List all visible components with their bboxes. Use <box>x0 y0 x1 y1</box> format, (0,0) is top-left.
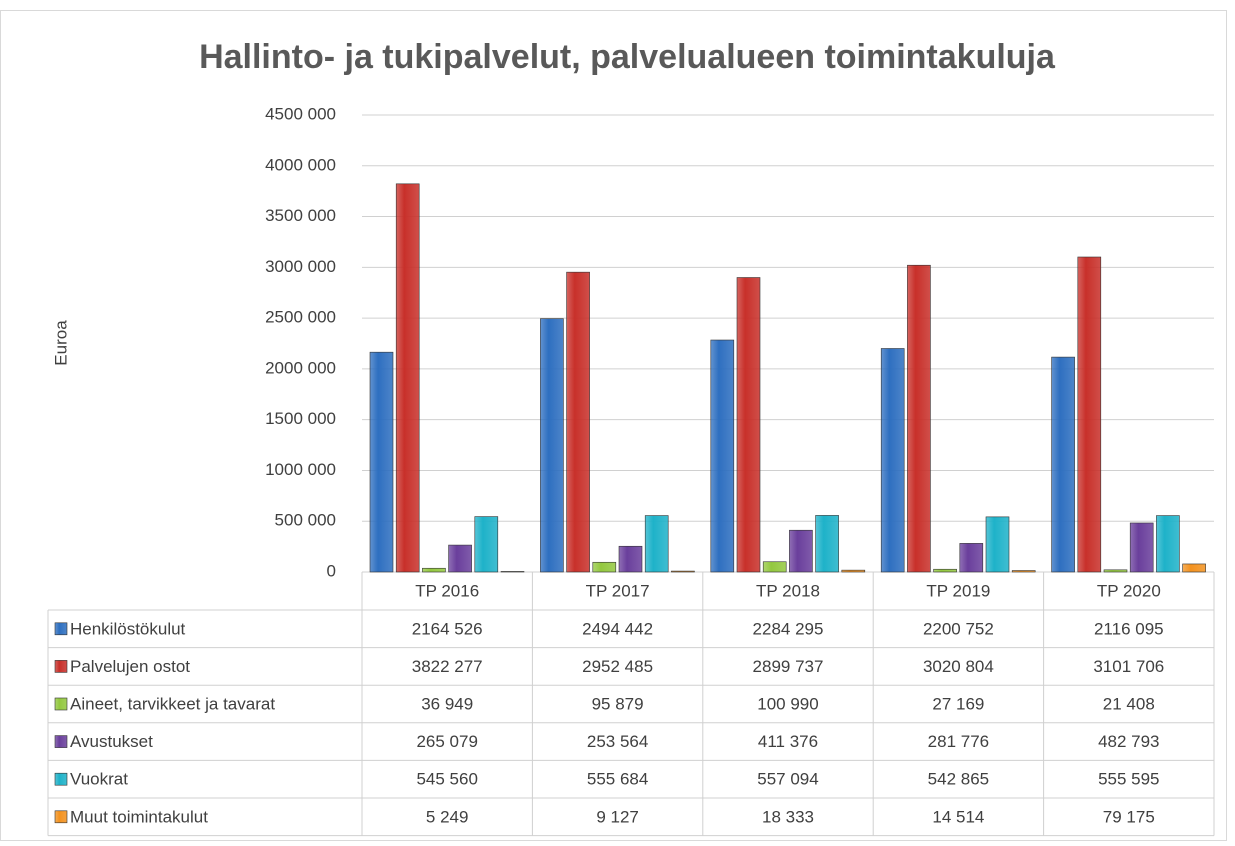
y-tick-label: 4000 000 <box>265 155 336 174</box>
bar <box>1182 563 1206 573</box>
bar <box>933 568 957 573</box>
legend-label: Avustukset <box>70 732 153 751</box>
value-label: 557 094 <box>757 770 818 789</box>
value-label: 5 249 <box>426 807 469 826</box>
value-label: 411 376 <box>758 732 818 751</box>
bar <box>500 571 525 573</box>
y-tick-label: 2000 000 <box>265 358 336 377</box>
bar <box>618 545 643 573</box>
x-tick-label: TP 2020 <box>1097 581 1161 600</box>
value-label: 3822 277 <box>412 657 483 676</box>
y-tick-label: 2500 000 <box>265 308 336 327</box>
legend-key <box>54 810 68 824</box>
chart-title: Hallinto- ja tukipalvelut, palvelualueen… <box>199 38 1056 76</box>
value-label: 36 949 <box>421 694 473 713</box>
y-tick-label: 4500 000 <box>265 104 336 123</box>
chart-frame <box>0 10 1227 841</box>
bar <box>566 271 590 573</box>
bar <box>880 348 905 573</box>
value-label: 482 793 <box>1098 732 1159 751</box>
bar <box>1129 522 1154 573</box>
value-label: 3020 804 <box>923 657 994 676</box>
bar <box>369 351 394 573</box>
bar <box>395 183 420 573</box>
value-label: 545 560 <box>416 770 477 789</box>
bar <box>671 570 695 573</box>
value-label: 3101 706 <box>1093 657 1164 676</box>
bar <box>1156 515 1180 573</box>
value-label: 14 514 <box>932 807 984 826</box>
bar <box>815 515 839 573</box>
bar <box>1077 256 1102 573</box>
value-label: 2200 752 <box>923 619 994 638</box>
y-tick-label: 1500 000 <box>265 409 336 428</box>
x-tick-label: TP 2018 <box>756 581 820 600</box>
bar <box>540 318 564 573</box>
value-label: 79 175 <box>1103 807 1155 826</box>
bar <box>1103 569 1128 573</box>
value-label: 2952 485 <box>582 657 653 676</box>
legend-key <box>54 772 68 786</box>
x-tick-label: TP 2017 <box>586 581 650 600</box>
legend-label: Vuokrat <box>70 770 128 789</box>
value-label: 265 079 <box>416 732 477 751</box>
x-tick-label: TP 2019 <box>926 581 990 600</box>
legend-label: Muut toimintakulut <box>70 807 208 826</box>
value-label: 2899 737 <box>753 657 824 676</box>
legend-key <box>54 622 68 636</box>
bar <box>448 544 472 573</box>
bar <box>841 569 866 573</box>
y-axis-label: Euroa <box>51 320 70 366</box>
y-tick-label: 1000 000 <box>265 460 336 479</box>
value-label: 95 879 <box>592 694 644 713</box>
y-tick-label: 500 000 <box>275 511 336 530</box>
legend-label: Henkilöstökulut <box>70 619 186 638</box>
value-label: 27 169 <box>932 694 984 713</box>
bar <box>710 339 735 573</box>
bar <box>789 529 813 573</box>
value-label: 2284 295 <box>753 619 824 638</box>
bar <box>1051 356 1075 573</box>
bar <box>592 561 617 573</box>
y-tick-label: 3000 000 <box>265 257 336 276</box>
value-label: 2116 095 <box>1094 619 1164 638</box>
value-label: 21 408 <box>1103 694 1155 713</box>
x-tick-label: TP 2016 <box>415 581 479 600</box>
legend-label: Aineet, tarvikkeet ja tavarat <box>70 694 275 713</box>
value-label: 253 564 <box>587 732 648 751</box>
legend-key <box>54 735 68 748</box>
bar <box>762 561 787 573</box>
value-label: 542 865 <box>928 770 989 789</box>
value-label: 100 990 <box>757 694 818 713</box>
y-tick-label: 3500 000 <box>265 206 336 225</box>
value-label: 2494 442 <box>582 619 653 638</box>
bar <box>907 264 931 573</box>
bar <box>422 567 446 573</box>
bar <box>474 516 499 573</box>
legend-key <box>54 697 68 711</box>
legend-key <box>54 660 68 673</box>
value-label: 555 684 <box>587 770 648 789</box>
value-label: 2164 526 <box>412 619 483 638</box>
bar <box>959 543 984 573</box>
value-label: 555 595 <box>1098 770 1159 789</box>
value-label: 18 333 <box>762 807 814 826</box>
bar <box>644 515 669 573</box>
y-tick-label: 0 <box>327 561 336 580</box>
bar <box>736 277 761 573</box>
bar <box>985 516 1010 573</box>
value-label: 9 127 <box>596 807 639 826</box>
legend-label: Palvelujen ostot <box>70 657 190 676</box>
value-label: 281 776 <box>928 732 989 751</box>
bar <box>1011 570 1036 573</box>
